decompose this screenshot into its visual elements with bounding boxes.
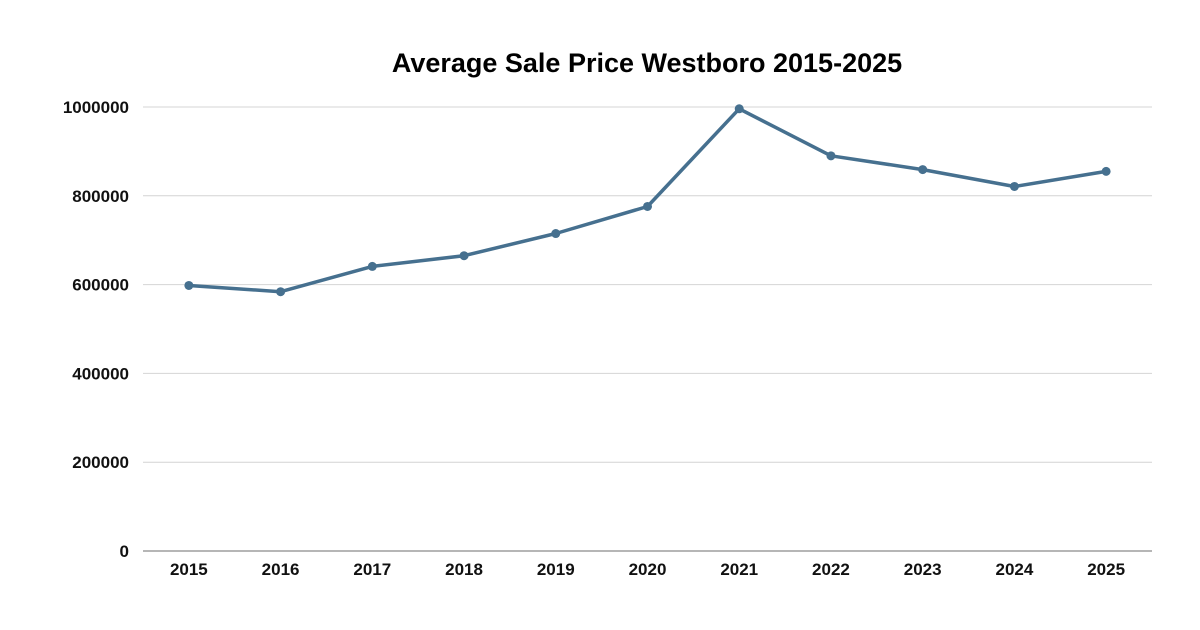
y-tick-label: 800000 [72,187,129,206]
gridlines [143,106,1152,463]
x-tick-label: 2025 [1087,560,1125,579]
x-tick-label: 2019 [537,560,575,579]
data-point-2020 [643,201,652,211]
y-axis: 0 200000 400000 600000 800000 1000000 [63,98,129,561]
data-point-2022 [826,151,836,161]
y-tick-label: 200000 [72,453,129,472]
x-tick-label: 2015 [170,560,208,579]
series-line [187,107,1108,294]
x-tick-label: 2016 [262,560,300,579]
data-point-2021 [734,104,744,114]
data-point-2017 [367,261,377,271]
data-point-2024 [1009,181,1019,191]
data-point-2018 [459,251,469,261]
data-point-2015 [184,280,194,290]
series-layer [184,104,1111,297]
x-tick-label: 2024 [995,560,1033,579]
data-point-2023 [918,165,928,175]
data-point-2025 [1101,166,1111,176]
y-tick-label: 400000 [72,364,129,383]
x-tick-label: 2020 [629,560,667,579]
x-tick-label: 2018 [445,560,483,579]
y-tick-label: 600000 [72,276,129,295]
y-tick-label: 1000000 [63,98,129,117]
y-tick-label: 0 [120,542,129,561]
data-point-2016 [276,287,286,297]
x-tick-label: 2022 [812,560,850,579]
x-tick-label: 2021 [720,560,758,579]
x-tick-label: 2017 [353,560,391,579]
x-axis: 2015 2016 2017 2018 2019 2020 2021 2022 2023 2024… [143,550,1152,579]
x-tick-label: 2023 [904,560,942,579]
chart-title: Average Sale Price Westboro 2015-2025 [392,48,902,78]
data-point-2019 [551,229,561,239]
